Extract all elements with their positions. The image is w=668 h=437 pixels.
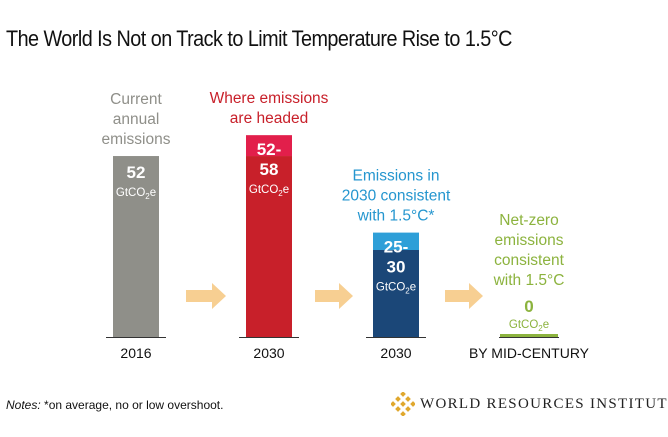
category-label-0: 2016 xyxy=(120,345,151,361)
bar-3-heading-line-1: emissions xyxy=(495,232,564,249)
bar-3-value: 0 xyxy=(524,297,533,316)
notes-text: *on average, no or low overshoot. xyxy=(40,398,224,412)
category-label-1: 2030 xyxy=(253,345,284,361)
bar-0-unit: GtCO2e xyxy=(116,187,156,201)
bar-1-value-low: 52- xyxy=(257,140,282,159)
arrow-icon-1 xyxy=(315,283,353,309)
bar-1-unit: GtCO2e xyxy=(249,184,289,198)
bar-1-heading-line-1: are headed xyxy=(230,110,308,127)
arrow-icon-0 xyxy=(186,283,226,309)
arrow-icon-2 xyxy=(445,283,483,309)
bar-2-heading-line-2: with 1.5°C* xyxy=(357,208,435,225)
bar-1-heading-line-0: Where emissions xyxy=(210,90,329,107)
category-label-3: BY MID-CENTURY xyxy=(469,345,590,361)
bar-3-heading-line-3: with 1.5°C xyxy=(493,272,565,289)
bar-2-range xyxy=(373,232,419,250)
bar-0-heading-line-2: emissions xyxy=(102,131,171,148)
bar-0 xyxy=(113,156,159,337)
notes: Notes: *on average, no or low overshoot. xyxy=(6,398,223,412)
bar-3-unit: GtCO2e xyxy=(509,319,549,333)
bar-3-heading-line-2: consistent xyxy=(494,252,564,269)
bar-2-unit: GtCO2e xyxy=(376,282,416,296)
bar-1-value-high: 58 xyxy=(260,160,279,179)
bar-0-heading-line-0: Current xyxy=(110,91,162,108)
bar-2-heading-line-1: 2030 consistent xyxy=(342,188,451,205)
wri-logo-text: WORLD RESOURCES INSTITUTE xyxy=(420,396,668,412)
bar-2-heading-line-0: Emissions in xyxy=(353,168,440,185)
chart-title: The World Is Not on Track to Limit Tempe… xyxy=(6,26,512,51)
bar-2-value-low: 25- xyxy=(384,238,409,257)
wri-logo-icon xyxy=(391,392,415,416)
bar-0-heading-line-1: annual xyxy=(113,111,160,128)
bar-1-range xyxy=(246,135,292,157)
bar-3-heading-line-0: Net-zero xyxy=(499,212,558,229)
bar-3 xyxy=(500,334,558,337)
bar-2 xyxy=(373,250,419,337)
category-label-2: 2030 xyxy=(380,345,411,361)
notes-label: Notes: xyxy=(6,398,41,412)
bar-2-value-high: 30 xyxy=(387,258,406,277)
bar-0-value: 52 xyxy=(127,163,146,182)
bar-1 xyxy=(246,156,292,337)
